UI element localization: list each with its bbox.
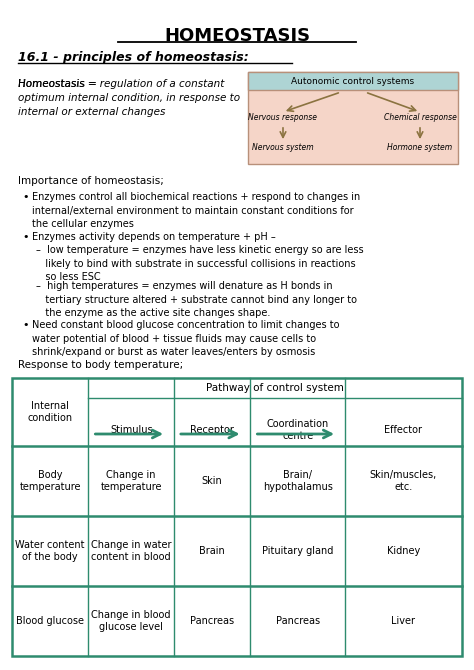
- Text: Pancreas: Pancreas: [190, 616, 234, 626]
- Text: Homeostasis = regulation of a constant
optimum internal condition, in response t: Homeostasis = regulation of a constant o…: [18, 79, 240, 117]
- Text: Chemical response: Chemical response: [383, 113, 456, 123]
- Text: Pituitary gland: Pituitary gland: [262, 546, 333, 556]
- Text: 16.1 - principles of homeostasis:: 16.1 - principles of homeostasis:: [18, 50, 249, 64]
- Text: Body
temperature: Body temperature: [19, 470, 81, 492]
- Text: Effector: Effector: [384, 425, 422, 435]
- Text: –  low temperature = enzymes have less kinetic energy so are less
   likely to b: – low temperature = enzymes have less ki…: [36, 245, 364, 282]
- Text: Change in
temperature: Change in temperature: [100, 470, 162, 492]
- Text: •: •: [22, 320, 28, 330]
- Text: Liver: Liver: [392, 616, 416, 626]
- Text: Nervous system: Nervous system: [252, 143, 314, 153]
- Text: Pancreas: Pancreas: [276, 616, 320, 626]
- Text: –  high temperatures = enzymes will denature as H bonds in
   tertiary structure: – high temperatures = enzymes will denat…: [36, 281, 357, 318]
- Text: •: •: [22, 192, 28, 202]
- Text: Pathway of control system: Pathway of control system: [206, 383, 344, 393]
- Text: Receptor: Receptor: [191, 425, 234, 435]
- Text: Response to body temperature;: Response to body temperature;: [18, 360, 183, 370]
- Text: Hormone system: Hormone system: [387, 143, 453, 153]
- Text: Water content
of the body: Water content of the body: [16, 540, 85, 562]
- Text: Enzymes control all biochemical reactions + respond to changes in
internal/exter: Enzymes control all biochemical reaction…: [32, 192, 360, 229]
- Text: Autonomic control systems: Autonomic control systems: [292, 76, 415, 86]
- Text: Need constant blood glucose concentration to limit changes to
water potential of: Need constant blood glucose concentratio…: [32, 320, 339, 357]
- Text: •: •: [22, 232, 28, 242]
- Text: Brain: Brain: [200, 546, 225, 556]
- Text: Internal
condition: Internal condition: [27, 401, 73, 423]
- Text: HOMEOSTASIS: HOMEOSTASIS: [164, 27, 310, 45]
- Text: Skin/muscles,
etc.: Skin/muscles, etc.: [370, 470, 437, 492]
- Text: Change in blood
glucose level: Change in blood glucose level: [91, 610, 171, 632]
- Text: Brain/
hypothalamus: Brain/ hypothalamus: [263, 470, 333, 492]
- Text: Homeostasis =: Homeostasis =: [18, 79, 100, 89]
- Text: Skin: Skin: [202, 476, 223, 486]
- Bar: [248, 72, 458, 90]
- Bar: [12, 378, 462, 656]
- Bar: [248, 72, 458, 164]
- Text: Kidney: Kidney: [387, 546, 420, 556]
- Text: Importance of homeostasis;: Importance of homeostasis;: [18, 176, 164, 186]
- Text: Blood glucose: Blood glucose: [16, 616, 84, 626]
- Text: Nervous response: Nervous response: [248, 113, 318, 123]
- Text: Change in water
content in blood: Change in water content in blood: [91, 540, 172, 562]
- Text: Coordination
centre: Coordination centre: [266, 419, 329, 442]
- Text: Stimulus: Stimulus: [110, 425, 153, 435]
- Text: Enzymes activity depends on temperature + pH –: Enzymes activity depends on temperature …: [32, 232, 276, 242]
